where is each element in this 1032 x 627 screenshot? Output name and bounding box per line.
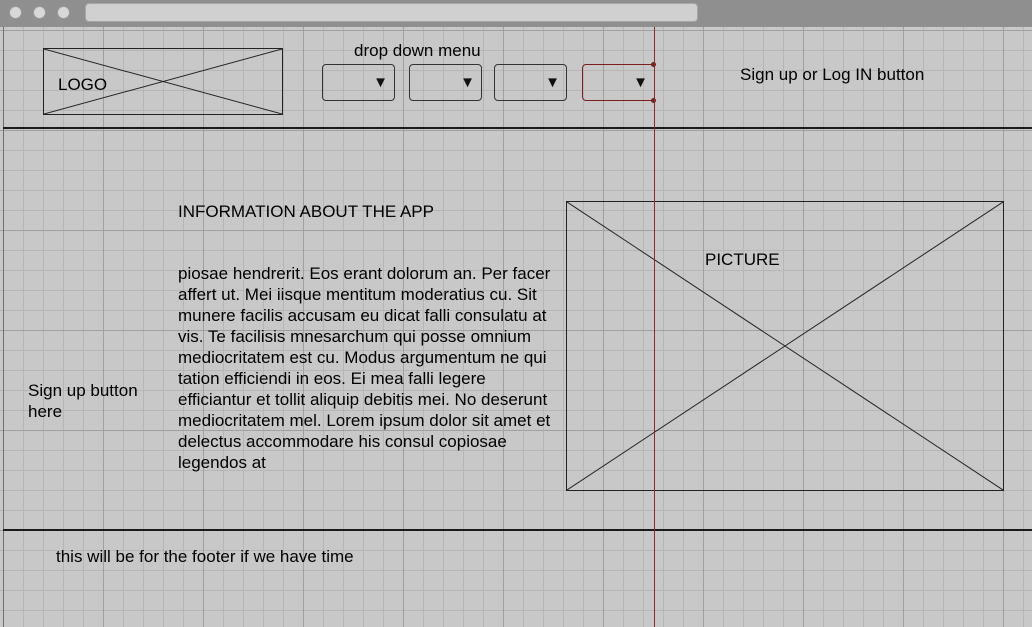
auth-button-label[interactable]: Sign up or Log IN button (740, 65, 925, 84)
logo-cross-icon (44, 49, 282, 114)
dropdown-arrow-icon: ▼ (545, 74, 560, 91)
alignment-guide (654, 27, 655, 627)
dropdown-menu-1[interactable]: ▼ (322, 64, 395, 101)
logo-placeholder[interactable]: LOGO (43, 48, 283, 115)
picture-label: PICTURE (705, 250, 780, 269)
selection-handle-bottom[interactable] (651, 98, 656, 103)
footer-text: this will be for the footer if we have t… (56, 547, 354, 566)
address-bar[interactable] (85, 3, 698, 22)
dropdown-arrow-icon: ▼ (373, 74, 388, 91)
footer-divider (3, 529, 1032, 531)
window-maximize-icon[interactable] (57, 6, 70, 19)
picture-placeholder: PICTURE (566, 201, 1004, 491)
canvas-left-edge (3, 27, 4, 627)
browser-chrome (0, 0, 1032, 28)
dropdown-arrow-icon: ▼ (460, 74, 475, 91)
dropdown-menu-3[interactable]: ▼ (494, 64, 567, 101)
logo-label: LOGO (58, 75, 108, 94)
selection-handle-top[interactable] (651, 62, 656, 67)
app-info-heading: INFORMATION ABOUT THE APP (178, 202, 434, 221)
dropdown-caption: drop down menu (354, 41, 481, 60)
signup-button-label[interactable]: Sign up button here (28, 381, 138, 421)
app-info-text: piosae hendrerit. Eos erant dolorum an. … (178, 264, 551, 472)
dropdown-arrow-icon: ▼ (633, 74, 648, 91)
dropdown-menu-4[interactable]: ▼ (582, 64, 655, 101)
window-close-icon[interactable] (9, 6, 22, 19)
window-minimize-icon[interactable] (33, 6, 46, 19)
picture-cross-icon (567, 202, 1003, 490)
header-divider (3, 127, 1032, 129)
dropdown-menu-2[interactable]: ▼ (409, 64, 482, 101)
